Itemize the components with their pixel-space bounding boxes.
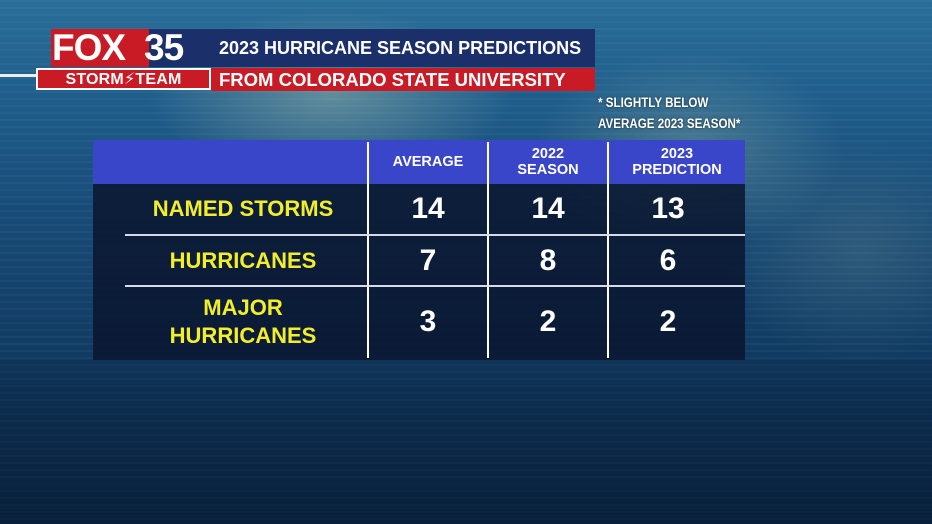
logo-word: FOX [52,27,126,68]
column-divider [487,142,489,358]
column-divider [367,142,369,358]
row-label-line: HURRICANES [169,323,317,348]
column-header-line: 2022 [531,146,565,162]
season-note: * SLIGHTLY BELOW AVERAGE 2023 SEASON* [598,92,741,134]
cell-named-storms-2022: 14 [531,192,565,225]
column-header-line: SEASON [517,162,579,178]
row-label-hurricanes: HURRICANES [93,236,393,285]
row-divider [125,285,745,287]
station-logo: FOX 35 STORM⚡TEAM [36,27,219,91]
row-label-line: MAJOR [203,295,283,320]
column-header-line: 2023 [660,146,694,162]
season-note-line2: AVERAGE 2023 SEASON* [598,116,741,131]
row-divider [125,234,745,236]
logo-blue-block [149,29,219,67]
column-header-2023-prediction: 2023 PREDICTION [609,140,745,184]
background-water [0,360,932,524]
row-label-line: HURRICANES [169,247,317,273]
storm-team-banner: STORM⚡TEAM [36,68,211,90]
table-body [93,184,745,360]
row-label-line: NAMED STORMS [152,196,334,221]
cell-hurricanes-2023: 6 [659,243,677,277]
cell-major-hurricanes-2023: 2 [659,305,677,338]
predictions-table: AVERAGE 2022 SEASON 2023 PREDICTION NAMED … [93,140,745,360]
season-note-line1: * SLIGHTLY BELOW [598,95,709,110]
column-header-line: AVERAGE [392,154,464,170]
logo-number: 35 [144,27,184,68]
cell-major-hurricanes-2022: 2 [539,305,557,338]
cell-named-storms-2023: 13 [651,192,685,225]
logo-red-block [51,29,151,67]
column-divider [607,142,609,358]
column-header-average: AVERAGE [369,140,487,184]
cell-major-hurricanes-average: 3 [419,305,437,338]
column-header-2022-season: 2022 SEASON [489,140,607,184]
graphic-title: 2023 HURRICANE SEASON PREDICTIONS [211,29,595,67]
column-header-line: PREDICTION [632,162,722,178]
decorative-line [0,74,36,77]
storm-team-label: STORM⚡TEAM [65,71,182,88]
table-header-bar [93,140,745,184]
row-label-major-hurricanes: MAJOR HURRICANES [93,287,393,357]
cell-hurricanes-average: 7 [419,243,437,277]
cell-hurricanes-2022: 8 [539,243,557,277]
graphic-subtitle: FROM COLORADO STATE UNIVERSITY [211,68,595,91]
cell-named-storms-average: 14 [411,192,445,225]
row-label-named-storms: NAMED STORMS [93,184,393,234]
